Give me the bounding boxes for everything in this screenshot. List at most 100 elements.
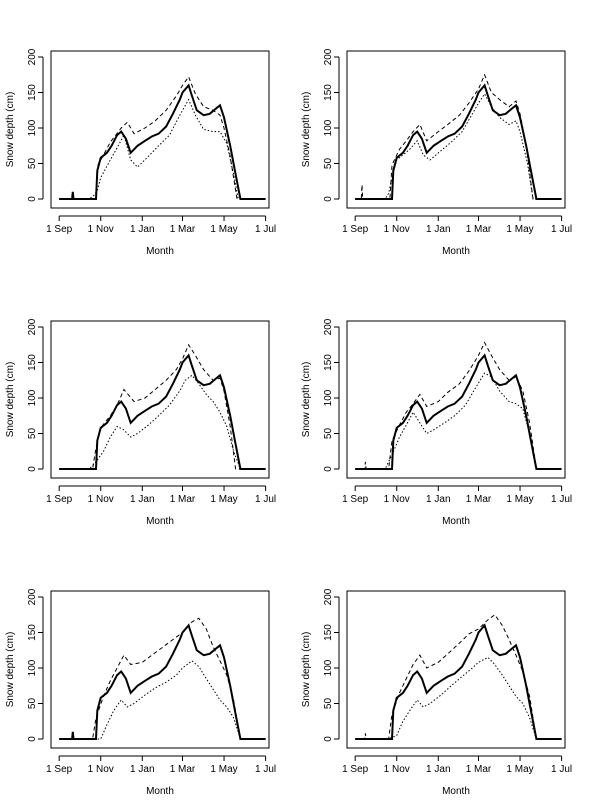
- series-line-dashed: [59, 75, 266, 200]
- y-tick-label: 0: [27, 736, 38, 742]
- x-tick-label: 1 Mar: [466, 224, 492, 235]
- series-line-solid: [355, 83, 562, 200]
- series-line-dotted: [59, 660, 266, 740]
- x-tick-label: 1 Nov: [88, 224, 114, 235]
- x-axis-title: Month: [146, 786, 174, 797]
- x-tick-label: 1 May: [506, 224, 533, 235]
- y-tick-label: 100: [323, 659, 334, 676]
- y-tick-label: 100: [27, 389, 38, 406]
- x-axis-title: Month: [442, 786, 470, 797]
- x-tick-label: 1 Sep: [342, 224, 369, 235]
- y-tick-label: 100: [27, 659, 38, 676]
- x-tick-label: 1 Jan: [130, 494, 154, 505]
- y-tick-label: 150: [27, 354, 38, 371]
- x-axis-title: Month: [442, 246, 470, 257]
- x-tick-label: 1 Mar: [170, 494, 196, 505]
- y-tick-label: 0: [323, 466, 334, 472]
- series-line-dashed: [355, 73, 562, 200]
- x-axis-title: Month: [146, 246, 174, 257]
- x-tick-label: 1 Sep: [46, 764, 73, 775]
- x-tick-label: 1 Nov: [88, 764, 114, 775]
- x-tick-label: 1 Mar: [170, 224, 196, 235]
- chart-panel-3: 0 50 100 150 200 1 Sep 1 Nov 1 Jan 1 Mar 1 May 1 J…: [5, 318, 276, 527]
- y-tick-label: 0: [27, 196, 38, 202]
- series-line-solid: [355, 623, 562, 740]
- series-line-solid: [59, 353, 266, 470]
- y-axis-title: Snow depth (cm): [301, 92, 312, 168]
- plot-frame: [346, 320, 566, 479]
- y-tick-label: 0: [323, 196, 334, 202]
- x-tick-label: 1 Jan: [426, 494, 450, 505]
- x-tick-label: 1 Jan: [426, 764, 450, 775]
- y-tick-label: 200: [27, 588, 38, 605]
- y-tick-label: 100: [323, 119, 334, 136]
- y-tick-label: 50: [27, 698, 38, 710]
- y-axis-title: Snow depth (cm): [5, 632, 16, 708]
- x-tick-label: 1 May: [506, 494, 533, 505]
- y-tick-label: 100: [27, 119, 38, 136]
- plot-frame: [346, 590, 566, 749]
- series-line-solid: [59, 623, 266, 740]
- x-axis-title: Month: [146, 516, 174, 527]
- x-tick-label: 1 Mar: [466, 494, 492, 505]
- x-tick-label: 1 Jan: [130, 764, 154, 775]
- x-tick-label: 1 Jul: [551, 494, 572, 505]
- x-tick-label: 1 Nov: [384, 224, 410, 235]
- series-line-solid: [59, 83, 266, 200]
- y-tick-label: 150: [323, 354, 334, 371]
- y-tick-label: 200: [323, 588, 334, 605]
- y-tick-label: 150: [323, 84, 334, 101]
- plot-frame: [346, 50, 566, 209]
- series-line-dotted: [59, 98, 266, 200]
- chart-panel-1: 0 50 100 150 200 1 Sep 1 Nov 1 Jan 1 Mar 1 May 1 J…: [5, 48, 276, 257]
- x-tick-label: 1 Jul: [255, 764, 276, 775]
- x-tick-label: 1 Nov: [384, 764, 410, 775]
- plot-frame: [50, 590, 270, 749]
- series-line-dashed: [355, 341, 562, 470]
- x-tick-label: 1 Jul: [255, 494, 276, 505]
- y-tick-label: 0: [323, 736, 334, 742]
- y-tick-label: 50: [323, 428, 334, 440]
- y-tick-label: 200: [323, 48, 334, 65]
- series-line-dashed: [355, 614, 562, 740]
- x-tick-label: 1 Mar: [170, 764, 196, 775]
- plot-frame: [50, 50, 270, 209]
- y-axis-title: Snow depth (cm): [301, 632, 312, 708]
- x-tick-label: 1 Jul: [551, 224, 572, 235]
- y-tick-label: 50: [323, 158, 334, 170]
- x-tick-label: 1 Nov: [384, 494, 410, 505]
- plot-frame: [50, 320, 270, 479]
- series-line-dashed: [59, 343, 266, 470]
- y-axis-title: Snow depth (cm): [5, 92, 16, 168]
- y-tick-label: 100: [323, 389, 334, 406]
- y-axis-title: Snow depth (cm): [5, 362, 16, 438]
- y-tick-label: 50: [323, 698, 334, 710]
- chart-panel-2: 0 50 100 150 200 1 Sep 1 Nov 1 Jan 1 Mar 1 May 1 J…: [301, 48, 572, 257]
- series-line-dotted: [59, 374, 266, 470]
- y-tick-label: 200: [323, 318, 334, 335]
- x-tick-label: 1 Jul: [551, 764, 572, 775]
- x-tick-label: 1 Sep: [342, 764, 369, 775]
- x-tick-label: 1 Sep: [46, 224, 73, 235]
- x-tick-label: 1 May: [210, 764, 237, 775]
- series-line-dotted: [355, 372, 562, 470]
- chart-panel-6: 0 50 100 150 200 1 Sep 1 Nov 1 Jan 1 Mar 1 May 1 J…: [301, 588, 572, 797]
- x-tick-label: 1 May: [210, 494, 237, 505]
- series-line-dashed: [59, 617, 266, 740]
- y-tick-label: 0: [27, 466, 38, 472]
- series-line-solid: [355, 353, 562, 470]
- x-tick-label: 1 Sep: [342, 494, 369, 505]
- x-tick-label: 1 Nov: [88, 494, 114, 505]
- series-line-dotted: [355, 92, 562, 200]
- series-line-dotted: [355, 656, 562, 740]
- chart-panel-5: 0 50 100 150 200 1 Sep 1 Nov 1 Jan 1 Mar 1 May 1 J…: [5, 588, 276, 797]
- x-tick-label: 1 May: [506, 764, 533, 775]
- x-tick-label: 1 May: [210, 224, 237, 235]
- x-tick-label: 1 Jul: [255, 224, 276, 235]
- y-tick-label: 150: [27, 624, 38, 641]
- x-tick-label: 1 Jan: [426, 224, 450, 235]
- x-axis-title: Month: [442, 516, 470, 527]
- x-tick-label: 1 Sep: [46, 494, 73, 505]
- y-tick-label: 150: [27, 84, 38, 101]
